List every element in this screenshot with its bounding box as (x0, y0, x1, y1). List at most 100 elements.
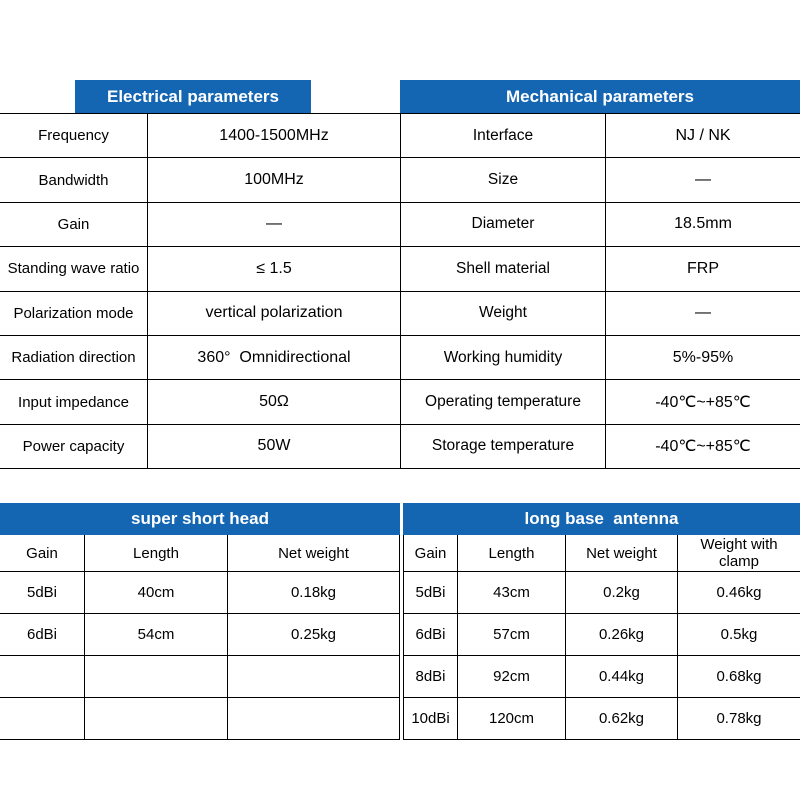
super-short-head-table: super short head Gain Length Net weight 5dB… (0, 503, 400, 740)
column-header-row: Gain Length Net weight (0, 535, 399, 572)
table-cell: 40cm (85, 572, 228, 613)
spec-label: Interface (401, 114, 606, 158)
spec-row: Standing wave ratio ≤ 1.5 (0, 247, 400, 292)
table-row: 5dBi 40cm 0.18kg (0, 572, 399, 614)
table-cell: 0.25kg (290, 626, 337, 643)
table-cell (0, 656, 85, 697)
long-base-antenna-rows: Gain Length Net weight Weight with clamp 5dB… (403, 535, 800, 740)
table-cell: 5dBi (404, 572, 458, 613)
column-header: Gain (0, 535, 85, 571)
spec-row: Storage temperature -40℃~+85℃ (401, 424, 800, 470)
table-row: 10dBi 120cm 0.62kg 0.78kg (404, 698, 800, 740)
spec-row: Radiation direction 360° Omnidirectional (0, 335, 400, 381)
table-cell (228, 698, 399, 739)
column-header-row: Gain Length Net weight Weight with clamp (404, 535, 800, 572)
column-header: Length (458, 535, 566, 571)
table-cell: 0.46kg (716, 584, 762, 601)
spec-label: Size (401, 158, 606, 202)
table-cell (228, 656, 399, 697)
spec-value: 5%-95% (672, 348, 734, 366)
table-cell (85, 698, 228, 739)
table-cell: 0.2kg (566, 572, 678, 613)
column-header: Net weight (566, 535, 678, 571)
spec-value: 360° Omnidirectional (197, 348, 351, 366)
table-row (0, 656, 399, 698)
spec-row: Input impedance 50Ω (0, 380, 400, 425)
spec-row: Bandwidth 100MHz (0, 158, 400, 203)
mechanical-parameters-rows: Interface NJ / NK Size — Diameter 18.5mm Shell… (400, 113, 800, 470)
spec-value: -40℃~+85℃ (655, 394, 751, 412)
table-row (0, 698, 399, 740)
table-cell: 0.62kg (566, 698, 678, 739)
spec-label: Working humidity (401, 335, 606, 380)
table-row: 6dBi 54cm 0.25kg (0, 614, 399, 656)
spec-row: Shell material FRP (401, 247, 800, 292)
table-cell: 6dBi (404, 614, 458, 655)
spec-label: Shell material (401, 247, 606, 291)
table-row: 5dBi 43cm 0.2kg 0.46kg (404, 572, 800, 614)
table-cell: 0.44kg (566, 656, 678, 697)
spec-label: Operating temperature (401, 380, 606, 424)
spec-row: Weight — (401, 291, 800, 336)
column-header: Gain (404, 535, 458, 571)
mechanical-parameters-table: Mechanical parameters Interface NJ / NK Si… (400, 80, 800, 470)
electrical-parameters-table: Electrical parameters Frequency 1400-1500… (0, 80, 400, 470)
spec-value: 100MHz (244, 171, 304, 189)
spec-value: 50Ω (259, 393, 289, 411)
spec-label: Diameter (401, 202, 606, 247)
table-cell: 43cm (458, 572, 566, 613)
table-cell: 120cm (458, 698, 566, 739)
super-short-head-rows: Gain Length Net weight 5dBi 40cm 0.18kg 6dBi 54… (0, 535, 400, 740)
table-cell: 0.26kg (566, 614, 678, 655)
table-cell: 0.5kg (720, 626, 758, 643)
column-header: Length (85, 535, 228, 571)
super-short-head-header: super short head (0, 503, 400, 535)
table-cell (85, 656, 228, 697)
table-cell: 92cm (458, 656, 566, 697)
spec-row: Operating temperature -40℃~+85℃ (401, 380, 800, 425)
super-short-head-title: super short head (131, 509, 269, 528)
spec-value: FRP (687, 259, 719, 277)
table-cell: 10dBi (404, 698, 458, 739)
table-cell: 5dBi (0, 572, 85, 613)
spec-value: 50W (257, 437, 291, 455)
spec-value: vertical polarization (205, 304, 343, 322)
column-header: Weight with clamp (700, 536, 782, 570)
table-cell: 0.78kg (716, 710, 762, 727)
column-header: Net weight (278, 544, 349, 562)
table-cell: 57cm (458, 614, 566, 655)
spec-label: Radiation direction (0, 335, 148, 380)
spec-value: 1400-1500MHz (219, 126, 329, 144)
long-base-antenna-table: long base antenna Gain Length Net weight We… (403, 503, 800, 740)
spec-label: Input impedance (0, 380, 148, 424)
long-base-antenna-header: long base antenna (403, 503, 800, 535)
spec-label: Frequency (0, 114, 148, 158)
spec-value: -40℃~+85℃ (655, 438, 751, 456)
table-cell: 8dBi (404, 656, 458, 697)
spec-value: ≤ 1.5 (256, 259, 292, 277)
table-cell (0, 698, 85, 739)
spec-label: Gain (0, 202, 148, 247)
spec-label: Bandwidth (0, 158, 148, 202)
spec-label: Polarization mode (0, 291, 148, 335)
mechanical-parameters-title: Mechanical parameters (505, 86, 695, 106)
spec-row: Polarization mode vertical polarization (0, 291, 400, 336)
table-cell: 54cm (85, 614, 228, 655)
spec-label: Weight (401, 291, 606, 335)
table-cell: 0.68kg (716, 668, 762, 685)
spec-label: Power capacity (0, 424, 148, 469)
spec-label: Storage temperature (401, 424, 606, 469)
table-cell: 6dBi (0, 614, 85, 655)
spec-value: 18.5mm (674, 215, 732, 233)
spec-row: Power capacity 50W (0, 424, 400, 470)
spec-value: — (695, 171, 711, 189)
table-cell: 0.18kg (290, 584, 337, 601)
spec-row: Interface NJ / NK (401, 114, 800, 159)
mechanical-parameters-header: Mechanical parameters (400, 80, 800, 113)
spec-value: — (695, 304, 711, 322)
electrical-parameters-title: Electrical parameters (107, 86, 279, 106)
spec-label: Standing wave ratio (0, 247, 148, 291)
electrical-parameters-rows: Frequency 1400-1500MHz Bandwidth 100MHz Gain… (0, 113, 400, 470)
spec-row: Gain — (0, 202, 400, 248)
